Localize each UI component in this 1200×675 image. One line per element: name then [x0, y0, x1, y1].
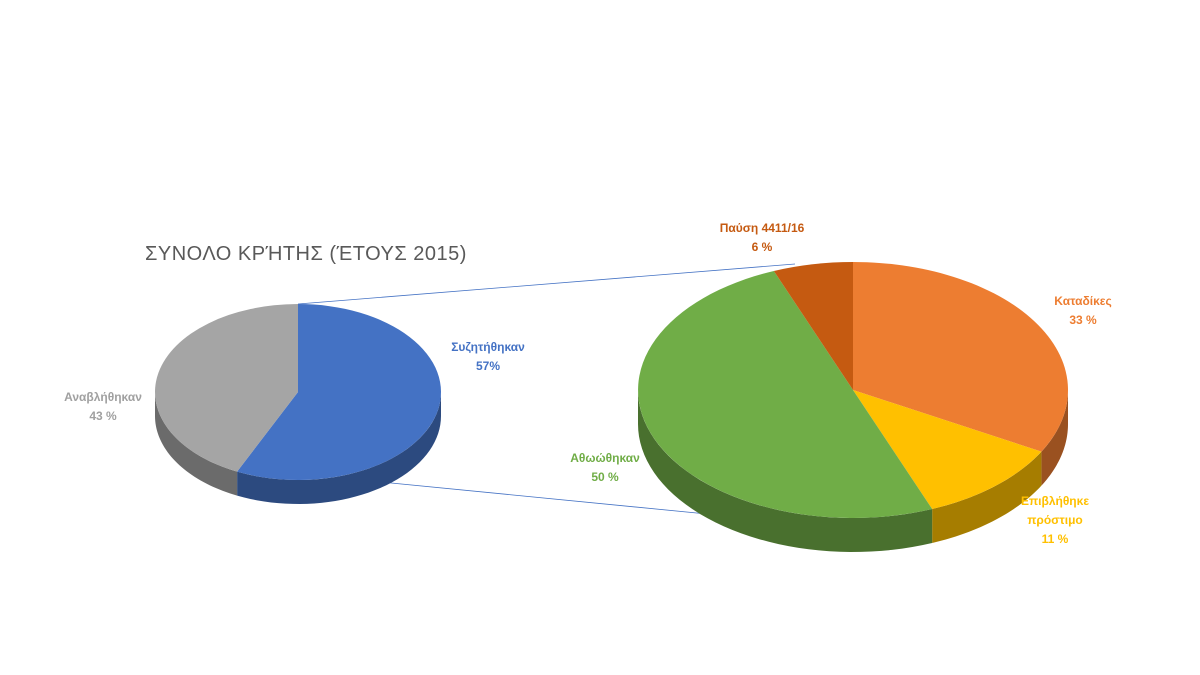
data-label: Παύση 4411/16	[719, 221, 805, 235]
data-label: Αναβλήθηκαν	[64, 390, 142, 404]
connector-line	[297, 263, 796, 305]
data-label: 33 %	[1069, 313, 1097, 327]
data-label: Επιβλήθηκε πρόστιμο	[1020, 494, 1090, 527]
data-label: 6 %	[751, 240, 773, 254]
pie-slice	[773, 262, 853, 390]
slice-side	[638, 390, 933, 552]
slice-side	[1041, 390, 1068, 486]
data-label: 50 %	[591, 470, 619, 484]
chart-title: ΣΥΝΟΛΟ ΚΡΉΤΗΣ (ΈΤΟΥΣ 2015)	[145, 243, 467, 265]
pie-slice	[853, 390, 1042, 510]
pie-slice	[853, 262, 1068, 452]
slice-side	[237, 392, 441, 504]
data-label: Αθωώθηκαν	[570, 451, 640, 465]
data-label: 11 %	[1041, 532, 1069, 546]
slice-side	[155, 392, 238, 496]
slice-side	[932, 451, 1042, 544]
data-label: 57%	[475, 359, 501, 373]
pie-slice	[638, 270, 933, 518]
data-label: Καταδίκες	[1054, 294, 1112, 308]
pie-slice	[237, 304, 441, 480]
pie-slice	[154, 304, 298, 472]
data-label: 43 %	[89, 409, 117, 423]
data-label: Συζητήθηκαν	[451, 340, 525, 354]
